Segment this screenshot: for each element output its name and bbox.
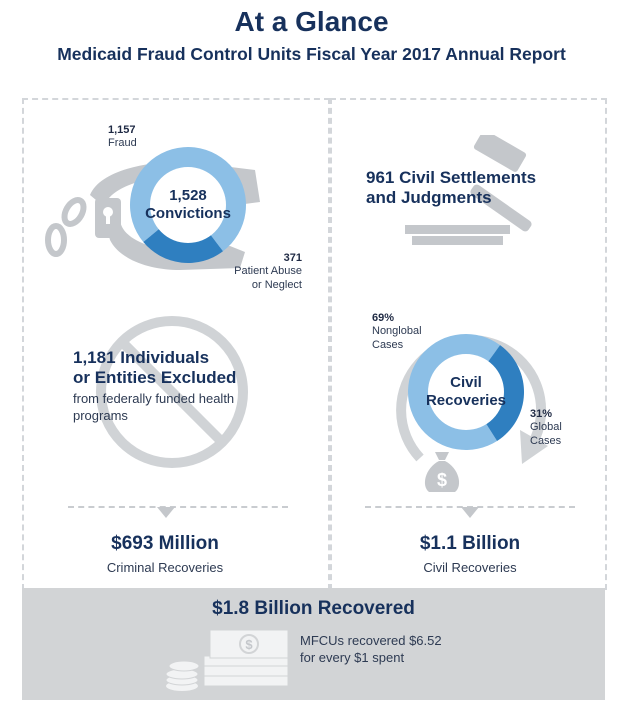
global-label-line2: Cases (530, 435, 562, 447)
left-separator (68, 506, 288, 508)
nonglobal-label-line1: Nonglobal (372, 325, 422, 337)
civil-label: Civil Recoveries (423, 560, 517, 575)
criminal-label: Criminal Recoveries (106, 560, 224, 575)
summary-note: MFCUs recovered $6.52 for every $1 spent (300, 632, 442, 666)
exclusions-text: 1,181 Individuals or Entities Excluded f… (73, 348, 236, 424)
nonglobal-label-line2: Cases (372, 339, 404, 351)
civil-settlements-line1: 961 Civil Settlements (366, 168, 537, 187)
summary-panel: $1.8 Billion Recovered $ MFCUs recovered… (22, 588, 605, 700)
abuse-label-line1: Patient Abuse (234, 265, 302, 277)
exclusions-desc-line2: programs (73, 408, 128, 423)
summary-note-line1: MFCUs recovered $6.52 (300, 633, 442, 648)
page-title: At a Glance (234, 6, 389, 37)
civil-recoveries-line1: Civil (450, 374, 482, 391)
summary-title: $1.8 Billion Recovered (212, 598, 415, 619)
gavel-icon (405, 135, 532, 245)
abuse-callout: 371 Patient Abuse or Neglect (222, 252, 302, 292)
fraud-label: Fraud (108, 137, 137, 149)
global-callout: 31% Global Cases (530, 408, 562, 448)
exclusions-line2: or Entities Excluded (73, 368, 237, 387)
nonglobal-callout: 69% Nonglobal Cases (372, 312, 422, 352)
civil-recoveries-ring (408, 334, 524, 450)
abuse-value: 371 (283, 252, 302, 264)
left-separator-arrow (157, 507, 175, 518)
svg-text:$: $ (437, 470, 447, 490)
global-value: 31% (530, 408, 553, 420)
fraud-callout: 1,157 Fraud (108, 124, 137, 150)
civil-settlements-line2: and Judgments (366, 188, 492, 207)
svg-text:$: $ (245, 637, 253, 652)
global-label-line1: Global (530, 421, 562, 433)
criminal-amount: $693 Million (111, 533, 219, 554)
money-bag-icon: $ (424, 452, 460, 492)
convictions-center: 1,528 Convictions (138, 187, 238, 223)
page-subtitle: Medicaid Fraud Control Units Fiscal Year… (57, 44, 566, 64)
abuse-label-line2: or Neglect (251, 279, 302, 291)
fraud-value: 1,157 (108, 124, 136, 136)
convictions-ring (130, 146, 247, 263)
civil-recoveries-center: Civil Recoveries (416, 374, 516, 410)
civil-recoveries-line2: Recoveries (425, 392, 507, 409)
exclusions-line1: 1,181 Individuals (73, 348, 210, 367)
convictions-label: Convictions (145, 205, 231, 222)
handcuffs-icon (45, 161, 260, 270)
right-separator-arrow (461, 507, 479, 518)
exclusions-desc-line1: from federally funded health (73, 391, 235, 406)
civil-amount: $1.1 Billion (419, 533, 521, 554)
nonglobal-value: 69% (372, 312, 395, 324)
civil-settlements-text: 961 Civil Settlements and Judgments (366, 168, 536, 208)
summary-note-line2: for every $1 spent (300, 650, 405, 665)
cash-stack-icon: $ (165, 629, 289, 691)
convictions-total: 1,528 (169, 187, 207, 204)
prohibited-icon (96, 316, 248, 468)
